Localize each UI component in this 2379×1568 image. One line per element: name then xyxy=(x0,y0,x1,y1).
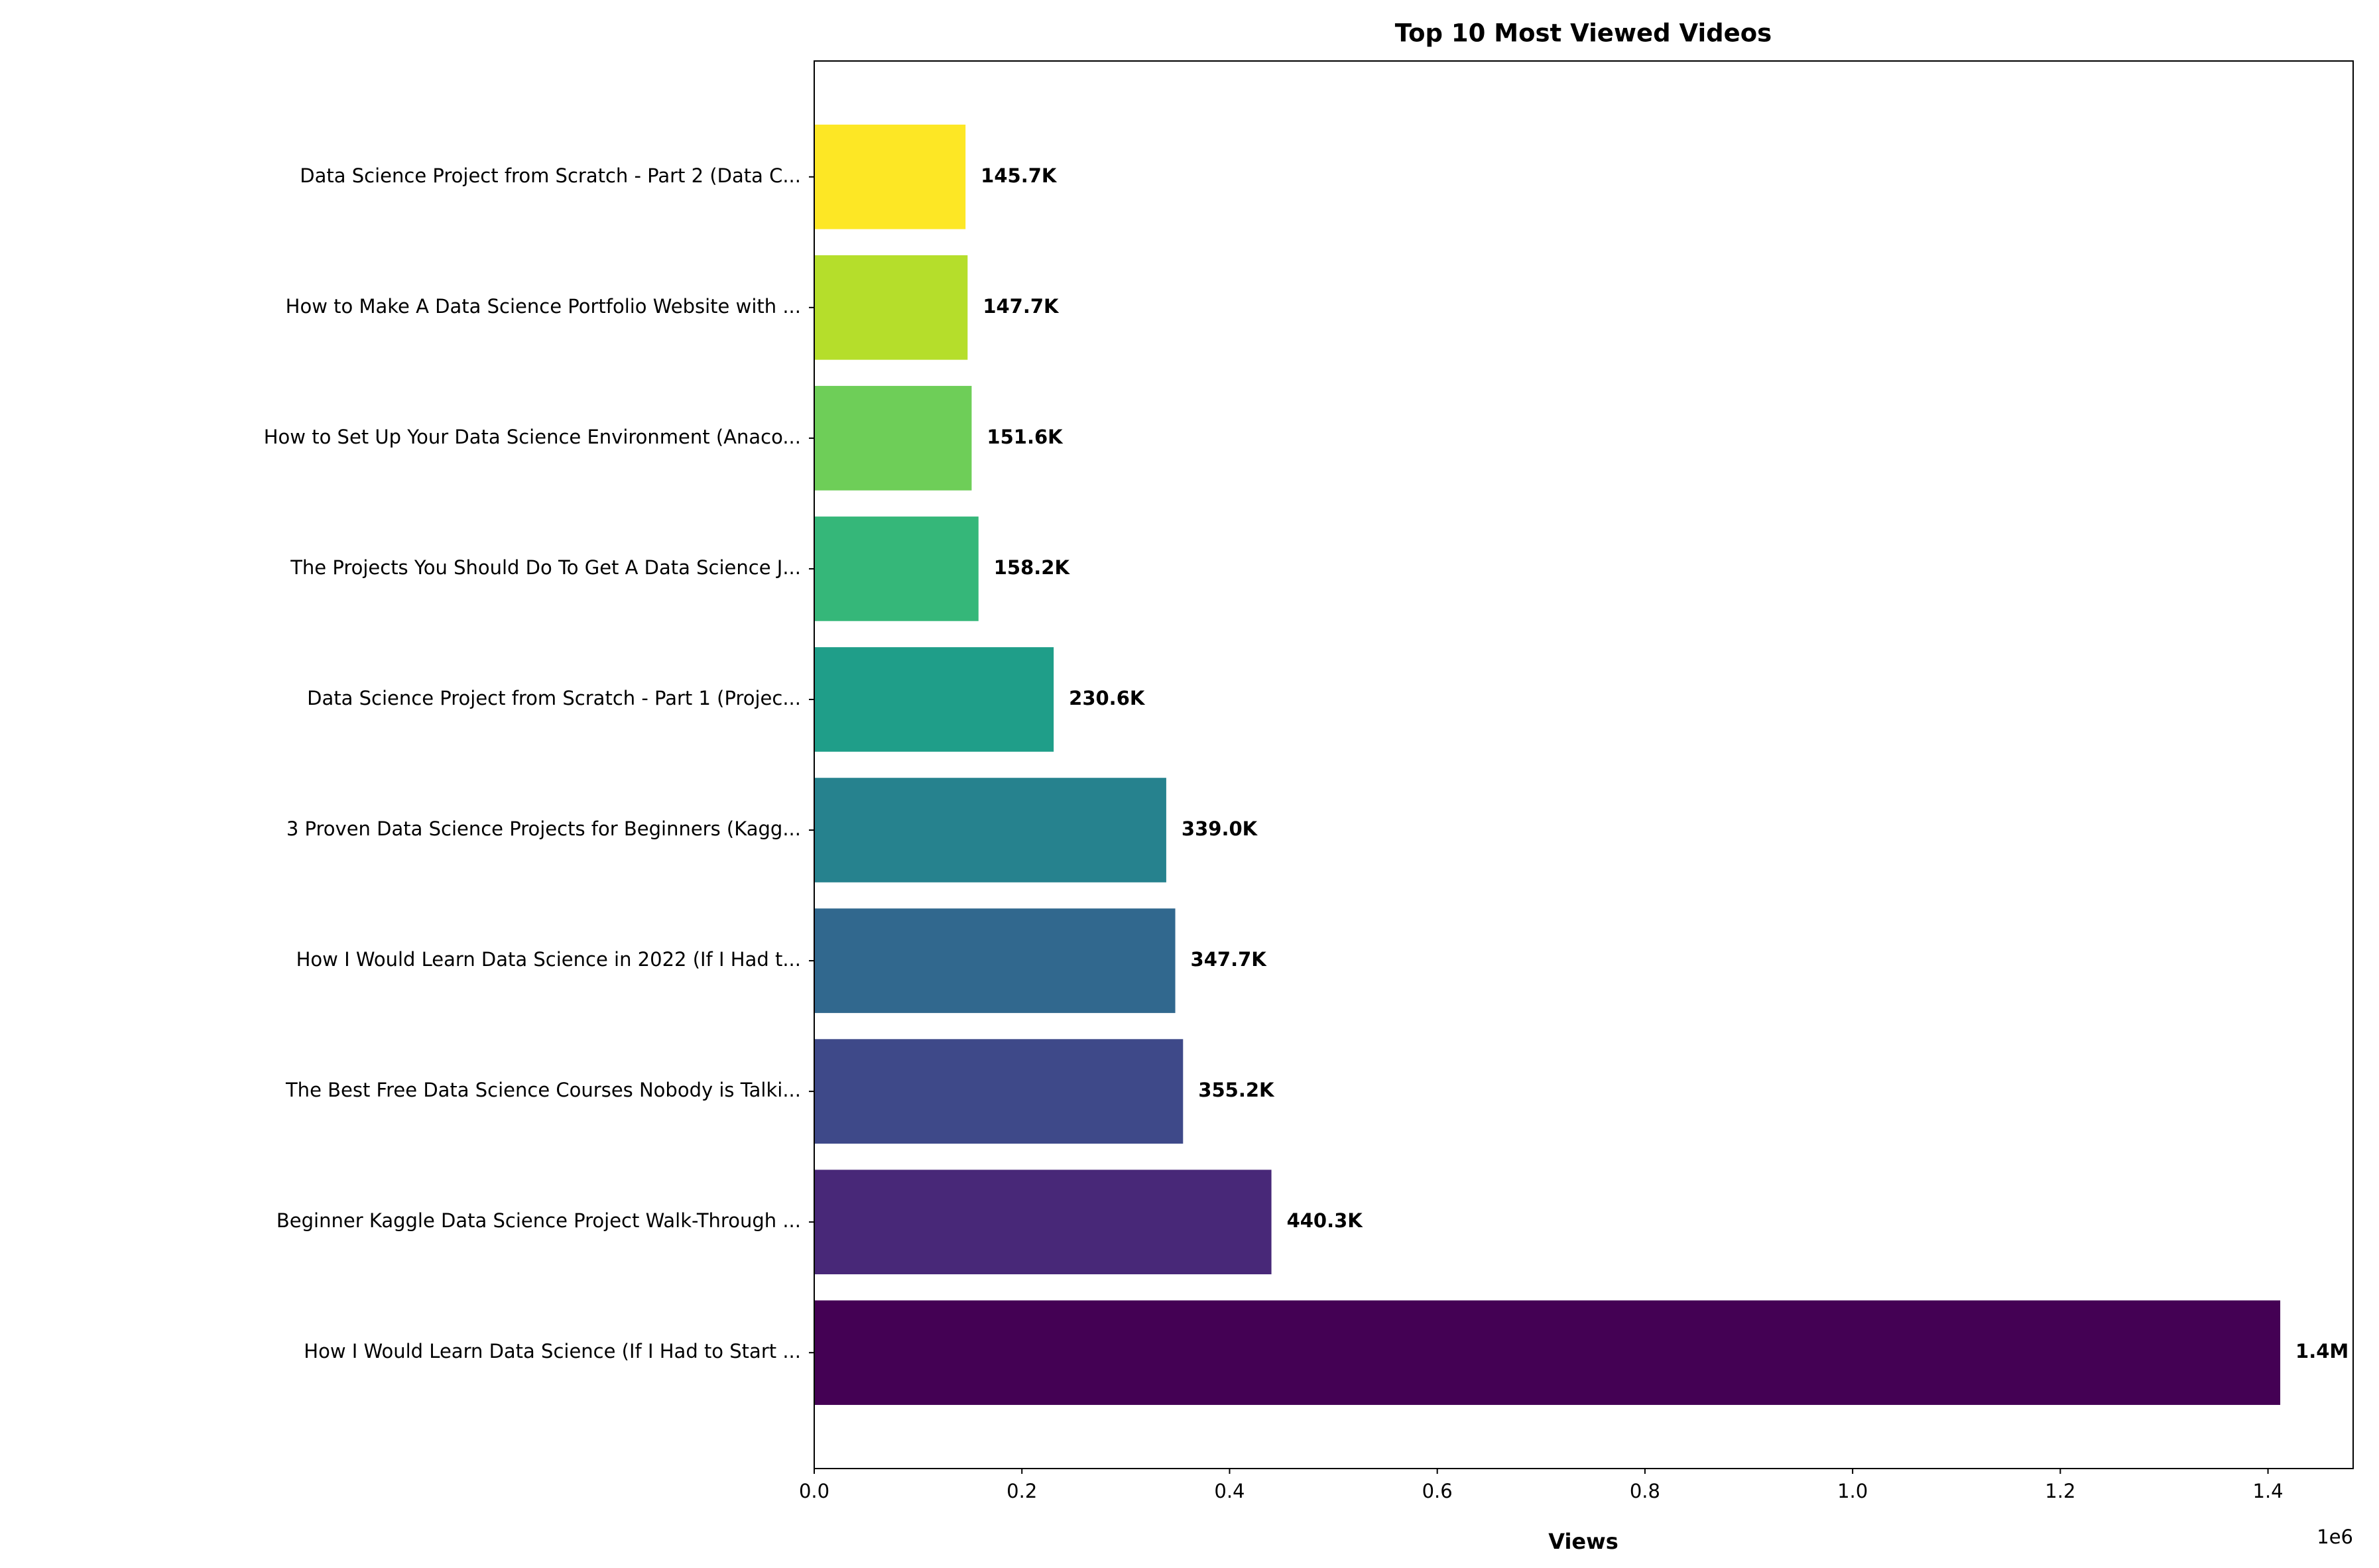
bar xyxy=(814,1039,1184,1144)
x-tick-label: 0.2 xyxy=(1006,1480,1037,1502)
bar xyxy=(814,386,972,491)
x-tick-label: 0.8 xyxy=(1630,1480,1660,1502)
x-tick-label: 1.2 xyxy=(2045,1480,2075,1502)
value-label: 347.7K xyxy=(1191,948,1268,971)
y-tick-label: How to Make A Data Science Portfolio Web… xyxy=(286,295,801,318)
y-tick-label: Data Science Project from Scratch - Part… xyxy=(300,164,801,187)
value-label: 230.6K xyxy=(1069,687,1146,709)
x-tick-label: 1.4 xyxy=(2253,1480,2284,1502)
y-tick-label: The Projects You Should Do To Get A Data… xyxy=(290,556,801,579)
bar xyxy=(814,124,966,229)
y-tick-label: How I Would Learn Data Science in 2022 (… xyxy=(296,948,801,971)
y-tick-label: The Best Free Data Science Courses Nobod… xyxy=(285,1079,801,1101)
x-tick-label: 0.4 xyxy=(1214,1480,1245,1502)
chart-title: Top 10 Most Viewed Videos xyxy=(1395,19,1772,48)
x-tick-label: 0.6 xyxy=(1422,1480,1453,1502)
axes-frame xyxy=(814,60,2354,1469)
bar xyxy=(814,1300,2281,1406)
bar xyxy=(814,908,1176,1013)
value-label: 339.0K xyxy=(1182,817,1258,840)
value-label: 440.3K xyxy=(1287,1209,1364,1232)
bar xyxy=(814,778,1166,882)
y-tick-label: Data Science Project from Scratch - Part… xyxy=(307,687,801,709)
value-label: 158.2K xyxy=(994,556,1071,579)
x-axis-label: Views xyxy=(1548,1529,1618,1554)
bar xyxy=(814,1170,1272,1274)
y-tick-label: How to Set Up Your Data Science Environm… xyxy=(264,426,801,448)
value-label: 1.4M xyxy=(2295,1340,2348,1362)
value-label: 147.7K xyxy=(983,295,1060,318)
value-label: 151.6K xyxy=(987,426,1064,448)
bar xyxy=(814,647,1054,752)
value-label: 355.2K xyxy=(1198,1079,1275,1101)
x-tick-label: 1.0 xyxy=(1837,1480,1868,1502)
value-label: 145.7K xyxy=(981,164,1058,187)
y-tick-label: 3 Proven Data Science Projects for Begin… xyxy=(286,817,801,840)
y-tick-label: How I Would Learn Data Science (If I Had… xyxy=(304,1340,801,1362)
bar xyxy=(814,255,968,360)
y-tick-label: Beginner Kaggle Data Science Project Wal… xyxy=(276,1209,801,1232)
x-offset-label: 1e6 xyxy=(2317,1526,2353,1548)
bar xyxy=(814,516,979,621)
x-tick-label: 0.0 xyxy=(799,1480,829,1502)
